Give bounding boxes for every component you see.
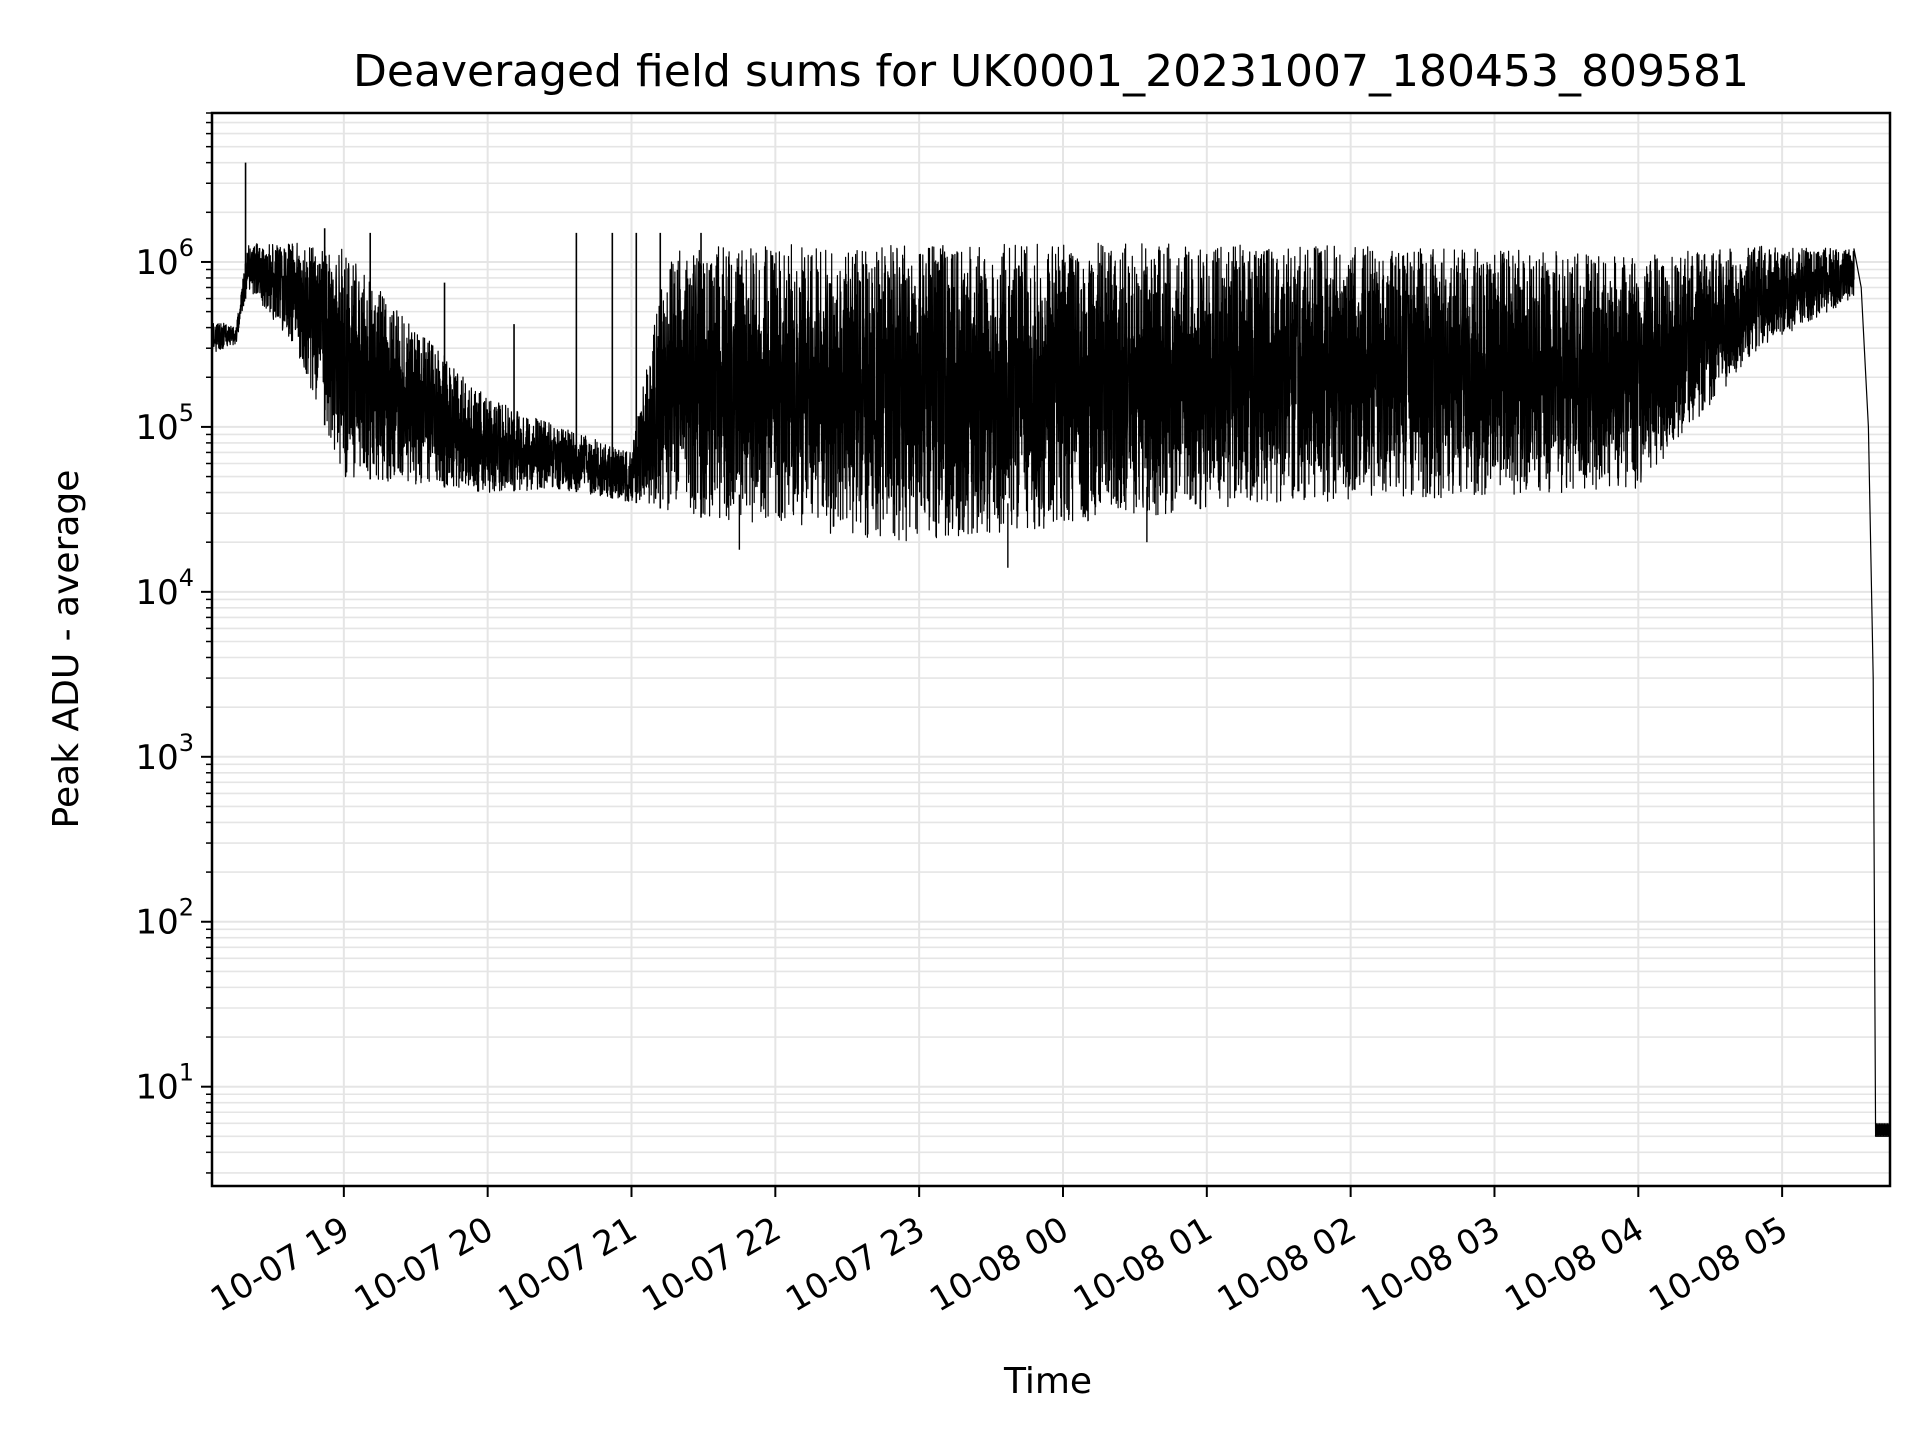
y-tick-label: 106 bbox=[135, 234, 194, 283]
y-tick-label: 104 bbox=[135, 564, 194, 613]
plot-frame bbox=[210, 111, 1892, 1188]
chart-title: Deaveraged field sums for UK0001_2023100… bbox=[353, 46, 1749, 97]
y-tick-label: 103 bbox=[135, 729, 194, 778]
series-layer bbox=[212, 162, 1890, 1137]
y-tick-label: 102 bbox=[135, 894, 194, 943]
y-tick-label: 105 bbox=[135, 399, 194, 448]
y-axis-label: Peak ADU - average bbox=[46, 470, 87, 829]
y-tick-label: 101 bbox=[135, 1059, 194, 1108]
y-axis: 101 102 103 104 105 106 bbox=[135, 112, 212, 1174]
series-line bbox=[212, 242, 1890, 1137]
series-tail-floor bbox=[1874, 1123, 1890, 1137]
x-axis-label: Time bbox=[1003, 1361, 1092, 1402]
